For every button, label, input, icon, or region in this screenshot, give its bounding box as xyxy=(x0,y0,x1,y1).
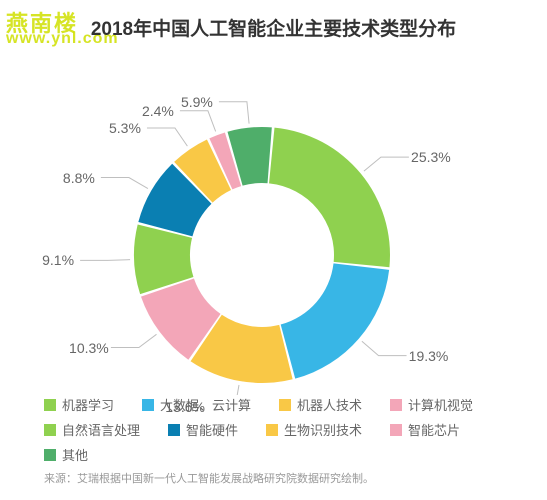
slice-1 xyxy=(281,263,389,378)
legend-label: 计算机视觉 xyxy=(408,395,473,414)
legend-swatch xyxy=(142,399,154,411)
legend-swatch xyxy=(44,449,56,461)
slice-label-1: 19.3% xyxy=(409,348,449,364)
legend-item-8: 其他 xyxy=(44,445,88,464)
slice-label-8: 5.9% xyxy=(181,94,213,110)
legend-item-4: 自然语言处理 xyxy=(44,420,140,439)
legend-item-6: 生物识别技术 xyxy=(266,420,362,439)
legend-item-3: 计算机视觉 xyxy=(390,395,473,414)
legend-label: 自然语言处理 xyxy=(62,420,140,439)
legend-label: 大数据、云计算 xyxy=(160,395,251,414)
slice-label-3: 10.3% xyxy=(69,340,109,356)
source-text: 来源：艾瑞根据中国新一代人工智能发展战略研究院数据研究绘制。 xyxy=(44,470,374,486)
legend-label: 智能芯片 xyxy=(408,420,460,439)
legend-swatch xyxy=(44,424,56,436)
legend-swatch xyxy=(168,424,180,436)
chart-title: 2018年中国人工智能企业主要技术类型分布 xyxy=(0,14,547,41)
legend-label: 机器学习 xyxy=(62,395,114,414)
legend-item-7: 智能芯片 xyxy=(390,420,460,439)
legend-swatch xyxy=(390,399,402,411)
legend-item-0: 机器学习 xyxy=(44,395,114,414)
legend-item-2: 机器人技术 xyxy=(279,395,362,414)
legend-label: 生物识别技术 xyxy=(284,420,362,439)
legend-swatch xyxy=(279,399,291,411)
legend-label: 机器人技术 xyxy=(297,395,362,414)
slice-0 xyxy=(269,128,390,268)
legend-label: 其他 xyxy=(62,445,88,464)
slice-label-4: 9.1% xyxy=(42,252,74,268)
slice-label-0: 25.3% xyxy=(411,149,451,165)
legend-item-1: 大数据、云计算 xyxy=(142,395,251,414)
legend-swatch xyxy=(390,424,402,436)
slice-label-7: 2.4% xyxy=(142,103,174,119)
legend: 机器学习 大数据、云计算 机器人技术 计算机视觉自然语言处理 智能硬件 生物识别技术 智能芯… xyxy=(44,395,527,464)
legend-item-5: 智能硬件 xyxy=(168,420,238,439)
slice-label-5: 8.8% xyxy=(63,170,95,186)
legend-swatch xyxy=(44,399,56,411)
legend-swatch xyxy=(266,424,278,436)
legend-label: 智能硬件 xyxy=(186,420,238,439)
slice-label-6: 5.3% xyxy=(109,120,141,136)
